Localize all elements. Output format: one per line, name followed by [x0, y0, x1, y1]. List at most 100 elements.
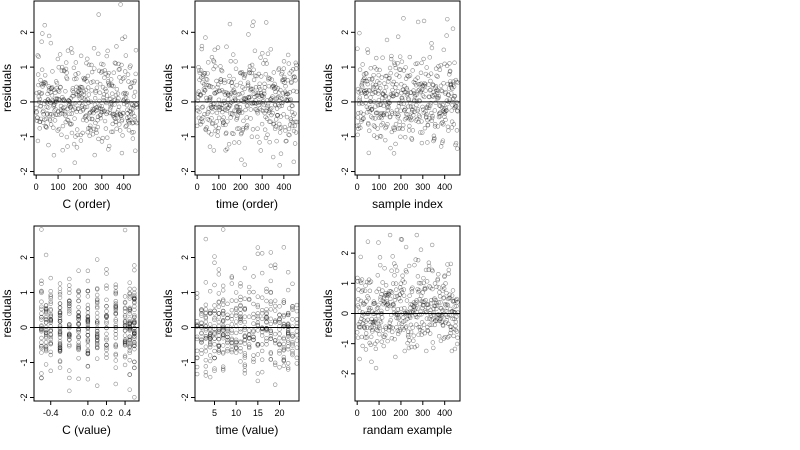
data-point: [122, 305, 128, 311]
data-point: [127, 321, 132, 326]
data-point: [132, 304, 137, 309]
data-point: [212, 308, 217, 314]
data-point: [198, 92, 204, 97]
data-point: [208, 84, 213, 89]
data-point: [291, 88, 296, 94]
data-point: [199, 116, 204, 122]
data-point: [414, 92, 419, 97]
data-point: [40, 81, 46, 87]
data-point: [239, 157, 244, 162]
data-point: [207, 332, 213, 337]
data-point: [380, 288, 385, 293]
data-point: [394, 315, 399, 321]
data-point: [430, 113, 435, 119]
data-point: [103, 86, 108, 92]
data-point: [57, 89, 62, 94]
data-point: [212, 355, 217, 361]
data-point: [445, 314, 450, 320]
data-point: [242, 319, 248, 325]
data-point: [239, 98, 244, 104]
data-point: [207, 96, 213, 102]
data-point: [424, 112, 429, 117]
data-point: [418, 130, 423, 135]
data-point: [130, 106, 136, 111]
data-point: [56, 96, 61, 102]
data-point: [81, 92, 86, 97]
data-point: [132, 267, 137, 273]
data-point: [94, 79, 100, 85]
data-point: [427, 316, 432, 321]
data-point: [212, 308, 217, 313]
data-point: [272, 340, 278, 346]
data-point: [127, 372, 132, 377]
data-point: [117, 111, 123, 117]
data-point: [358, 298, 364, 304]
data-point: [283, 139, 288, 144]
data-point: [268, 350, 274, 355]
data-point: [218, 64, 223, 69]
data-point: [127, 307, 132, 312]
data-point: [76, 93, 82, 99]
data-point: [411, 333, 416, 338]
data-point: [417, 82, 423, 87]
data-point: [91, 110, 96, 116]
data-point: [443, 108, 449, 113]
data-point: [113, 306, 118, 311]
data-point: [285, 287, 291, 293]
data-point: [383, 291, 388, 296]
data-point: [368, 342, 373, 347]
data-point: [293, 60, 298, 66]
data-point: [405, 332, 411, 338]
data-point: [373, 110, 379, 116]
data-point: [199, 46, 204, 52]
data-point: [233, 307, 239, 312]
data-point: [428, 100, 434, 106]
data-point: [360, 321, 366, 326]
data-point: [39, 344, 44, 349]
data-point: [371, 301, 376, 307]
data-point: [68, 122, 73, 127]
data-point: [264, 311, 269, 317]
data-point: [294, 329, 300, 334]
data-point: [233, 350, 239, 355]
data-point: [60, 123, 66, 129]
data-point: [396, 104, 402, 109]
data-point: [43, 306, 49, 311]
data-point: [203, 369, 209, 375]
data-point: [132, 296, 137, 301]
data-point: [203, 344, 209, 349]
data-point: [407, 54, 412, 60]
data-point: [289, 69, 294, 74]
data-point: [281, 324, 287, 329]
data-point: [205, 109, 211, 115]
data-point: [390, 87, 395, 93]
data-point: [436, 285, 442, 290]
data-point: [259, 329, 265, 335]
data-point: [207, 341, 213, 346]
data-point: [422, 125, 428, 131]
data-point: [283, 93, 289, 98]
data-point: [201, 72, 206, 78]
data-point: [256, 85, 262, 90]
data-point: [355, 46, 360, 51]
data-point: [384, 299, 389, 304]
data-point: [388, 56, 394, 62]
data-point: [396, 316, 401, 321]
data-point: [388, 324, 393, 330]
data-point: [385, 301, 391, 306]
data-point: [444, 302, 450, 307]
data-point: [209, 116, 214, 121]
data-point: [113, 342, 118, 347]
data-point: [82, 115, 88, 120]
data-point: [401, 319, 406, 324]
data-point: [94, 85, 100, 90]
data-point: [85, 329, 91, 334]
data-point: [271, 121, 276, 127]
data-point: [285, 346, 291, 352]
data-point: [44, 112, 50, 117]
data-point: [412, 307, 417, 312]
data-point: [216, 291, 222, 296]
data-point: [408, 115, 413, 120]
data-point: [369, 324, 375, 330]
data-point: [113, 353, 118, 358]
